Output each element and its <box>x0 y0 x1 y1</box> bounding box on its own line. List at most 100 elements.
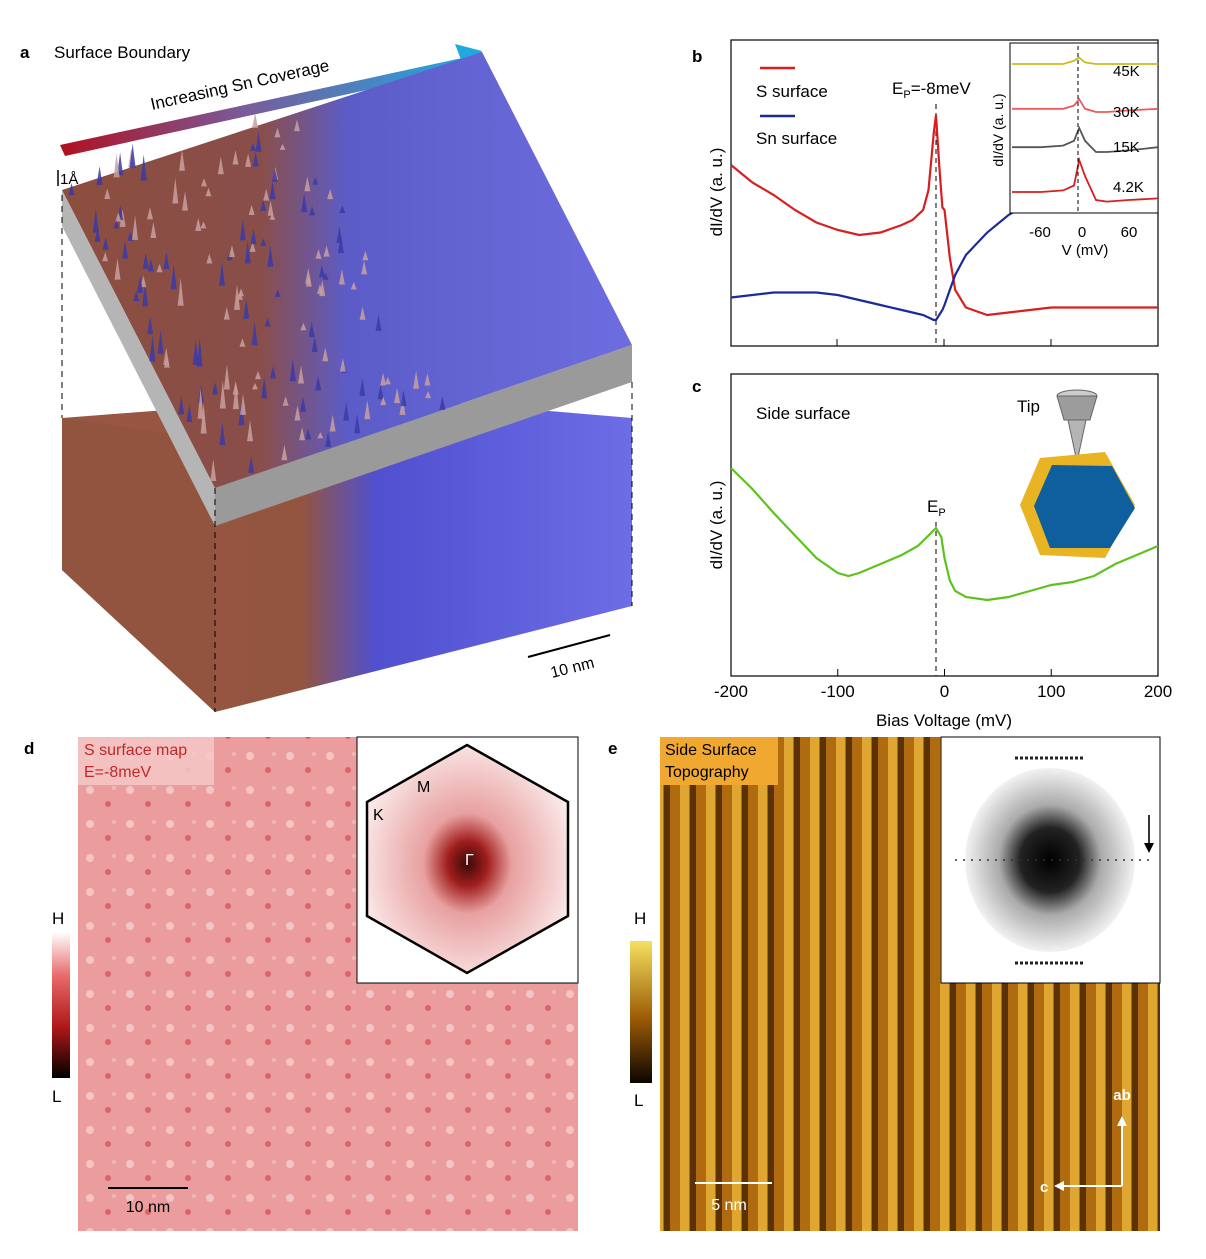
surface-spike <box>251 321 258 346</box>
surface-spike <box>362 250 369 261</box>
surface-spike <box>322 347 329 362</box>
panel-c-title: Side surface <box>756 404 851 423</box>
surface-spike <box>245 153 252 167</box>
surface-spike <box>163 251 170 270</box>
panel-c: c Side surface dI/dV (a. u.) EP -200 -100… <box>692 373 1172 730</box>
surface-spike <box>102 252 109 262</box>
panel-b-peak-label: EP=-8meV <box>892 79 971 101</box>
surface-spike <box>281 444 288 461</box>
panel-c-peak-label: EP <box>927 497 946 519</box>
surface-spike <box>337 235 344 254</box>
surface-spike <box>140 275 147 288</box>
surface-spike <box>359 306 366 320</box>
surface-spike <box>196 337 203 367</box>
panel-d: d S surface map E=-8meV M K Γ H L 10 nm <box>24 736 579 1231</box>
inset-curves <box>1012 56 1159 203</box>
bz-label-gamma: Γ <box>465 852 474 869</box>
surface-spike <box>293 119 300 132</box>
surface-spike <box>359 378 366 396</box>
height-scale-label: 1Å <box>60 171 78 188</box>
surface-spike <box>210 458 217 482</box>
panel-c-series-side-surface <box>730 467 1159 602</box>
surface-spike <box>400 390 407 407</box>
surface-spike <box>113 220 120 229</box>
surface-spike <box>96 166 103 185</box>
surface-spike <box>178 396 185 415</box>
surface-spike <box>304 176 311 192</box>
axis-ab-head <box>1117 1116 1127 1126</box>
surface-spike <box>68 183 75 195</box>
surface-spike <box>375 314 382 331</box>
surface-spike <box>217 156 224 175</box>
inset-series-45k <box>1012 56 1158 65</box>
surface-spike <box>252 113 259 128</box>
inset-xtick-0: 0 <box>1078 224 1086 241</box>
surface-spike <box>170 264 177 290</box>
surface-spike <box>250 228 257 244</box>
surface-spike <box>329 414 336 432</box>
surface-spike <box>172 177 179 204</box>
surface-spike <box>336 226 343 243</box>
surface-spike <box>301 193 308 213</box>
surface-spike <box>315 248 322 259</box>
inset-series-15k <box>1012 125 1159 153</box>
panel-e-colorbar <box>630 941 652 1083</box>
surface-spike <box>219 422 226 446</box>
surface-spike <box>94 228 101 242</box>
surface-spike <box>104 188 111 199</box>
surface-spike <box>244 241 251 264</box>
panel-b: b dI/dV (a. u.) S surface Sn surface EP=… <box>692 39 1159 347</box>
panel-a: a Surface Boundary Increasing Sn Coverag… <box>20 43 633 712</box>
surface-spike <box>317 432 324 439</box>
surface-spike <box>350 281 357 290</box>
surface-spike <box>309 206 316 216</box>
surface-spike <box>289 358 296 382</box>
surface-spike <box>200 221 207 229</box>
legend-sn-label: Sn surface <box>756 129 837 148</box>
surface-spike <box>232 380 239 395</box>
inset-label-45k: 45K <box>1113 63 1140 80</box>
panel-c-tick-label-4: 200 <box>1144 682 1172 701</box>
panel-c-tick-label-0: -200 <box>714 682 748 701</box>
surface-spike <box>338 269 345 285</box>
inset-label-42k: 4.2K <box>1113 179 1144 196</box>
inset-label-15k: 15K <box>1113 139 1140 156</box>
surface-spike <box>255 131 262 152</box>
surface-spike <box>142 283 149 307</box>
surface-spike <box>114 257 121 280</box>
surface-spike <box>271 168 278 182</box>
surface-spike <box>179 149 186 171</box>
surface-spike <box>240 393 247 415</box>
panel-a-title: Surface Boundary <box>54 43 191 62</box>
panel-b-ylabel: dI/dV (a. u.) <box>707 148 726 237</box>
legend-s-label: S surface <box>756 82 828 101</box>
surface-spike <box>260 238 267 246</box>
surface-spikes <box>68 113 446 482</box>
surface-spike <box>439 396 446 410</box>
surface-spike <box>232 382 239 410</box>
surface-spike <box>249 242 256 252</box>
panel-e-cbar-low: L <box>634 1091 643 1110</box>
surface-spike <box>322 272 329 280</box>
panel-b-label: b <box>692 47 702 66</box>
panel-e-cbar-high: H <box>634 909 646 928</box>
panel-c-xticks: -200 -100 0 100 200 <box>714 669 1172 701</box>
surface-spike <box>248 204 255 215</box>
inset-ylabel: dI/dV (a. u.) <box>990 93 1006 166</box>
surface-spike <box>264 317 271 327</box>
inset-frame <box>1009 42 1159 214</box>
surface-spike <box>239 338 246 347</box>
surface-spike <box>267 200 274 216</box>
surface-spike <box>424 373 431 386</box>
inset-label-30k: 30K <box>1113 104 1140 121</box>
surface-spike <box>318 264 325 278</box>
surface-spike <box>315 376 322 391</box>
surface-spike <box>269 366 276 379</box>
surface-spike <box>279 143 286 150</box>
inset-xtick-m60: -60 <box>1029 224 1051 241</box>
surface-spike <box>325 431 332 447</box>
inset-series-30k <box>1012 97 1159 113</box>
panel-b-series-s-surface <box>730 114 1158 317</box>
panel-c-curve <box>730 467 1159 602</box>
